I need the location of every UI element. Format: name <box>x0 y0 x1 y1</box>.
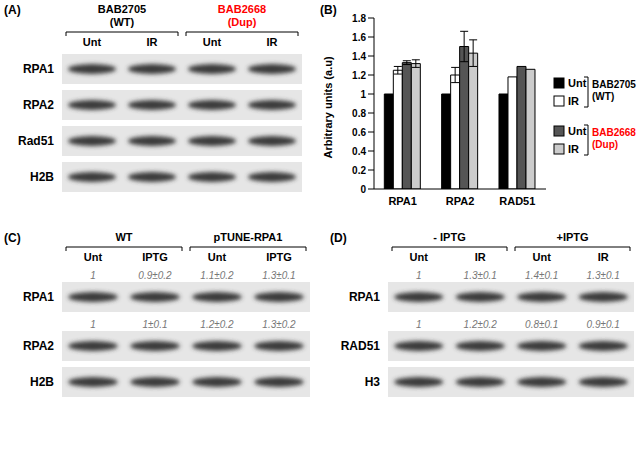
svg-text:IR: IR <box>475 251 486 263</box>
svg-text:RPA1: RPA1 <box>349 290 380 304</box>
svg-text:WT: WT <box>115 231 132 243</box>
svg-text:BAB2668: BAB2668 <box>592 127 636 138</box>
svg-text:1.4±0.1: 1.4±0.1 <box>525 270 558 281</box>
svg-text:H2B: H2B <box>30 375 54 389</box>
svg-text:Unt: Unt <box>568 77 587 89</box>
svg-text:RAD51: RAD51 <box>341 339 381 353</box>
svg-text:Unt: Unt <box>83 36 102 48</box>
svg-text:(B): (B) <box>320 3 337 17</box>
svg-text:Unt: Unt <box>568 125 587 137</box>
svg-text:1: 1 <box>416 270 422 281</box>
svg-text:1.2±0.2: 1.2±0.2 <box>200 319 234 330</box>
svg-text:1: 1 <box>90 319 96 330</box>
svg-text:1: 1 <box>416 319 422 330</box>
svg-text:IR: IR <box>568 143 579 155</box>
svg-text:IR: IR <box>147 36 158 48</box>
svg-text:1.3±0.1: 1.3±0.1 <box>464 270 497 281</box>
svg-text:0.8: 0.8 <box>352 108 366 119</box>
svg-text:0.2: 0.2 <box>352 165 366 176</box>
svg-text:0: 0 <box>360 184 366 195</box>
svg-text:pTUNE-RPA1: pTUNE-RPA1 <box>214 231 283 243</box>
svg-text:1±0.1: 1±0.1 <box>143 319 168 330</box>
svg-text:(A): (A) <box>4 3 21 17</box>
svg-text:1.8: 1.8 <box>352 13 366 24</box>
svg-text:IPTG: IPTG <box>266 251 292 263</box>
svg-text:Unt: Unt <box>410 251 429 263</box>
svg-text:RPA2: RPA2 <box>446 195 475 207</box>
svg-text:IR: IR <box>598 251 609 263</box>
svg-text:Unt: Unt <box>84 251 103 263</box>
svg-text:0.6: 0.6 <box>352 127 366 138</box>
svg-text:BAB2668: BAB2668 <box>218 3 266 15</box>
svg-text:+IPTG: +IPTG <box>556 231 588 243</box>
svg-text:1: 1 <box>90 270 96 281</box>
svg-text:RPA1: RPA1 <box>23 290 54 304</box>
svg-text:(Dup): (Dup) <box>592 139 618 150</box>
svg-text:RPA2: RPA2 <box>23 98 54 112</box>
svg-text:(D): (D) <box>330 231 347 245</box>
svg-text:Unt: Unt <box>208 251 227 263</box>
svg-text:1.2±0.2: 1.2±0.2 <box>464 319 498 330</box>
svg-text:IR: IR <box>568 95 579 107</box>
svg-text:Arbitrary units (a.u): Arbitrary units (a.u) <box>322 56 334 158</box>
svg-text:- IPTG: - IPTG <box>433 231 465 243</box>
svg-text:1.2: 1.2 <box>352 70 366 81</box>
svg-text:Unt: Unt <box>533 251 552 263</box>
svg-text:0.4: 0.4 <box>352 146 366 157</box>
svg-text:RPA1: RPA1 <box>23 62 54 76</box>
svg-text:(Dup): (Dup) <box>228 16 257 28</box>
svg-text:Rad51: Rad51 <box>18 134 54 148</box>
svg-text:IPTG: IPTG <box>142 251 168 263</box>
svg-text:RPA1: RPA1 <box>388 195 417 207</box>
svg-text:1.3±0.2: 1.3±0.2 <box>262 319 296 330</box>
svg-text:1: 1 <box>360 89 366 100</box>
svg-text:IR: IR <box>267 36 278 48</box>
svg-text:BAB2705: BAB2705 <box>592 79 636 90</box>
svg-text:Unt: Unt <box>203 36 222 48</box>
svg-text:H2B: H2B <box>30 170 54 184</box>
svg-text:(WT): (WT) <box>110 16 135 28</box>
svg-text:BAB2705: BAB2705 <box>98 3 146 15</box>
svg-text:H3: H3 <box>365 375 381 389</box>
svg-text:1.4: 1.4 <box>352 51 366 62</box>
svg-text:0.9±0.1: 0.9±0.1 <box>587 319 620 330</box>
svg-text:1.1±0.2: 1.1±0.2 <box>200 270 234 281</box>
svg-text:0.9±0.2: 0.9±0.2 <box>138 270 172 281</box>
svg-text:1.6: 1.6 <box>352 32 366 43</box>
svg-text:1.3±0.1: 1.3±0.1 <box>587 270 620 281</box>
svg-text:0.8±0.1: 0.8±0.1 <box>525 319 558 330</box>
svg-text:1.3±0.1: 1.3±0.1 <box>262 270 295 281</box>
svg-text:RPA2: RPA2 <box>23 339 54 353</box>
svg-text:RAD51: RAD51 <box>499 195 535 207</box>
svg-text:(C): (C) <box>4 231 21 245</box>
svg-text:(WT): (WT) <box>592 91 614 102</box>
